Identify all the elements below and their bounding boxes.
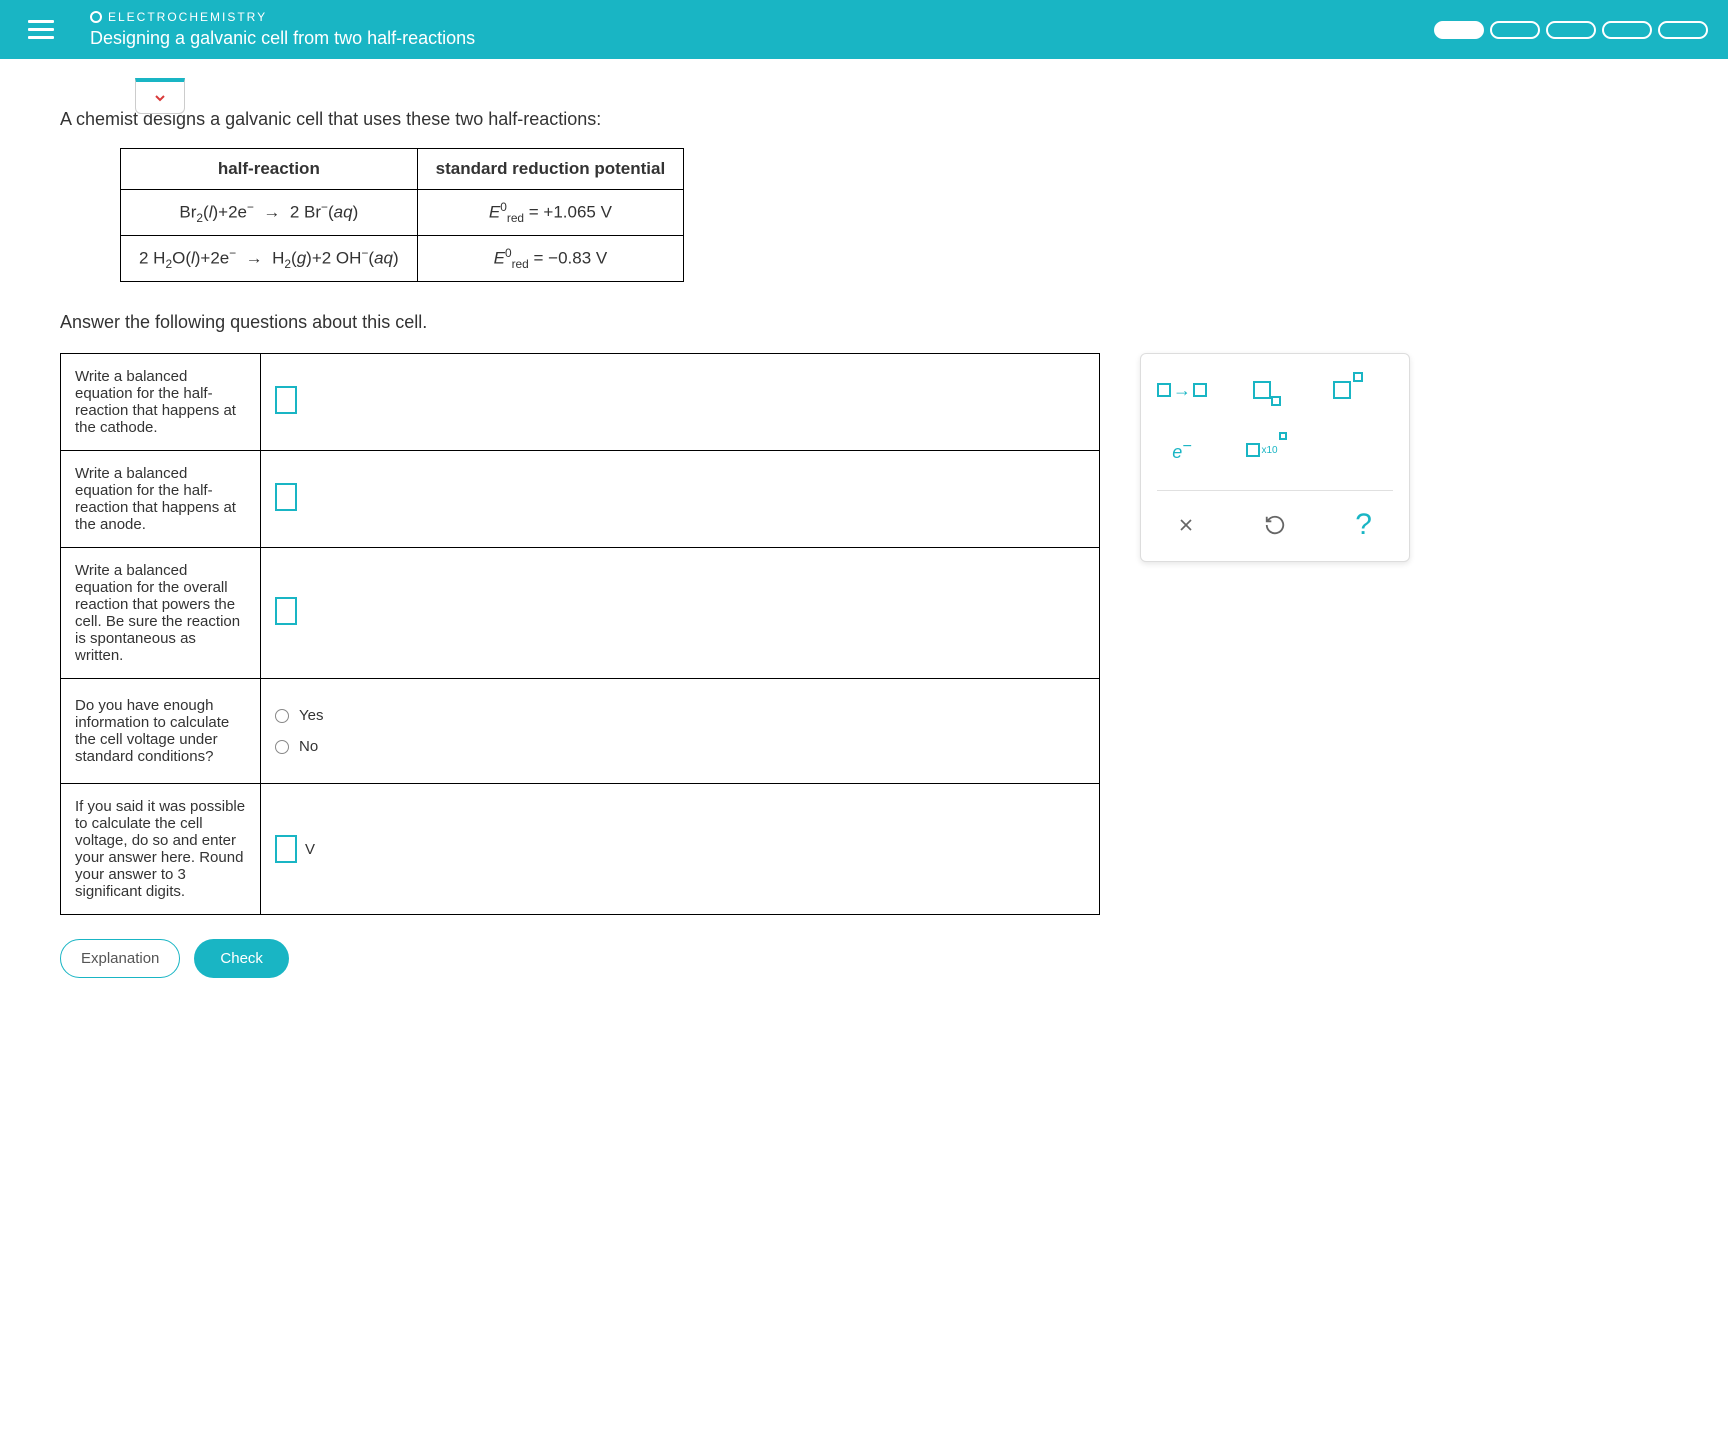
symbol-toolbox: → e− x10 — [1140, 353, 1410, 562]
table-row: Br2(l)+2e− → 2 Br−(aq) E0red = +1.065 V — [121, 190, 684, 236]
reaction-cell: 2 H2O(l)+2e− → H2(g)+2 OH−(aq) — [121, 236, 418, 282]
table-header-potential: standard reduction potential — [417, 149, 684, 190]
sub-instruction: Answer the following questions about thi… — [60, 312, 1698, 333]
content-area: A chemist designs a galvanic cell that u… — [0, 59, 1728, 998]
q2-answer-cell — [261, 451, 1100, 548]
q1-prompt: Write a balanced equation for the half-r… — [61, 354, 261, 451]
undo-button[interactable] — [1255, 505, 1295, 545]
q4-yes-row: Yes — [275, 707, 1085, 724]
q4-answer-cell: Yes No — [261, 679, 1100, 784]
q3-answer-cell — [261, 548, 1100, 679]
potential-cell: E0red = +1.065 V — [417, 190, 684, 236]
clear-button[interactable] — [1166, 505, 1206, 545]
main-row: Write a balanced equation for the half-r… — [60, 353, 1698, 915]
radio-no[interactable] — [275, 740, 289, 754]
intro-text: A chemist designs a galvanic cell that u… — [60, 109, 1698, 130]
category-label: ELECTROCHEMISTRY — [108, 10, 267, 24]
explanation-button[interactable]: Explanation — [60, 939, 180, 978]
progress-step — [1434, 21, 1484, 39]
tool-electron[interactable]: e− — [1157, 430, 1207, 470]
check-button[interactable]: Check — [194, 939, 289, 978]
table-row: 2 H2O(l)+2e− → H2(g)+2 OH−(aq) E0red = −… — [121, 236, 684, 282]
reaction-cell: Br2(l)+2e− → 2 Br−(aq) — [121, 190, 418, 236]
progress-step — [1490, 21, 1540, 39]
progress-step — [1546, 21, 1596, 39]
app-header: ELECTROCHEMISTRY Designing a galvanic ce… — [0, 0, 1728, 59]
q5-answer-cell: V — [261, 784, 1100, 915]
radio-yes[interactable] — [275, 709, 289, 723]
chevron-down-icon — [152, 90, 168, 106]
voltage-input-row: V — [275, 835, 1085, 863]
progress-indicator — [1434, 21, 1708, 39]
q3-prompt: Write a balanced equation for the overal… — [61, 548, 261, 679]
q4-no-row: No — [275, 738, 1085, 755]
q1-input[interactable] — [275, 386, 297, 414]
no-label: No — [299, 738, 318, 755]
voltage-unit: V — [305, 841, 315, 858]
bottom-buttons: Explanation Check — [60, 939, 1698, 978]
answer-table: Write a balanced equation for the half-r… — [60, 353, 1100, 915]
progress-step — [1658, 21, 1708, 39]
table-header-reaction: half-reaction — [121, 149, 418, 190]
q4-prompt: Do you have enough information to calcul… — [61, 679, 261, 784]
tool-arrow[interactable]: → — [1157, 370, 1207, 410]
category-circle-icon — [90, 11, 102, 23]
help-button[interactable]: ? — [1344, 505, 1384, 545]
q2-input[interactable] — [275, 483, 297, 511]
tool-row-1: → — [1157, 370, 1393, 410]
tool-subscript[interactable] — [1237, 370, 1287, 410]
tool-actions: ? — [1157, 490, 1393, 545]
progress-step — [1602, 21, 1652, 39]
q3-input[interactable] — [275, 597, 297, 625]
tool-row-2: e− x10 — [1157, 430, 1393, 470]
menu-icon[interactable] — [20, 12, 60, 47]
tool-superscript[interactable] — [1317, 370, 1367, 410]
q2-prompt: Write a balanced equation for the half-r… — [61, 451, 261, 548]
tool-scientific[interactable]: x10 — [1237, 430, 1287, 470]
header-text: ELECTROCHEMISTRY Designing a galvanic ce… — [90, 10, 475, 49]
q1-answer-cell — [261, 354, 1100, 451]
q5-input[interactable] — [275, 835, 297, 863]
q5-prompt: If you said it was possible to calculate… — [61, 784, 261, 915]
half-reaction-table: half-reaction standard reduction potenti… — [120, 148, 684, 282]
potential-cell: E0red = −0.83 V — [417, 236, 684, 282]
page-title: Designing a galvanic cell from two half-… — [90, 28, 475, 49]
expand-tab[interactable] — [135, 78, 185, 114]
header-category: ELECTROCHEMISTRY — [90, 10, 475, 24]
yes-label: Yes — [299, 707, 323, 724]
